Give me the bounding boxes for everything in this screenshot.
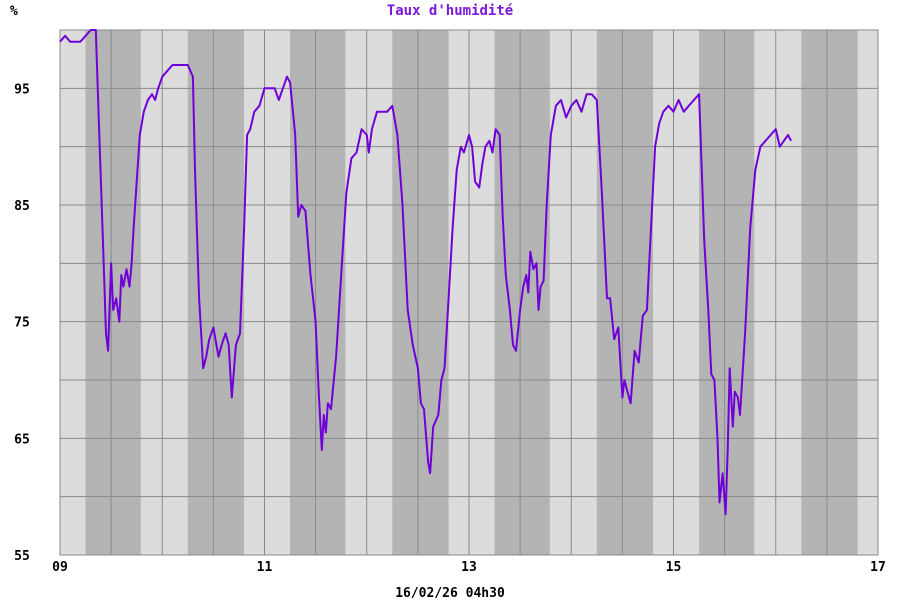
y-tick-label: 85 <box>14 199 30 214</box>
x-tick-label: 13 <box>461 560 477 575</box>
y-tick-label: 95 <box>14 82 30 97</box>
night-band <box>187 30 245 555</box>
night-band <box>290 30 346 555</box>
chart-title: Taux d'humidité <box>387 3 513 19</box>
x-tick-label: 17 <box>870 560 886 575</box>
plot-frame <box>59 29 879 556</box>
humidity-line <box>59 29 792 516</box>
x-tick-label: 11 <box>257 560 273 575</box>
x-axis-caption: 16/02/26 04h30 <box>395 586 505 600</box>
y-tick-label: 65 <box>14 432 30 447</box>
y-tick-label: 55 <box>14 549 30 564</box>
night-band <box>801 30 858 555</box>
y-axis-unit: % <box>10 4 18 19</box>
night-band <box>596 30 654 555</box>
night-band <box>392 30 449 555</box>
x-tick-label: 09 <box>52 560 68 575</box>
y-tick-label: 75 <box>14 316 30 331</box>
x-tick-label: 15 <box>666 560 682 575</box>
